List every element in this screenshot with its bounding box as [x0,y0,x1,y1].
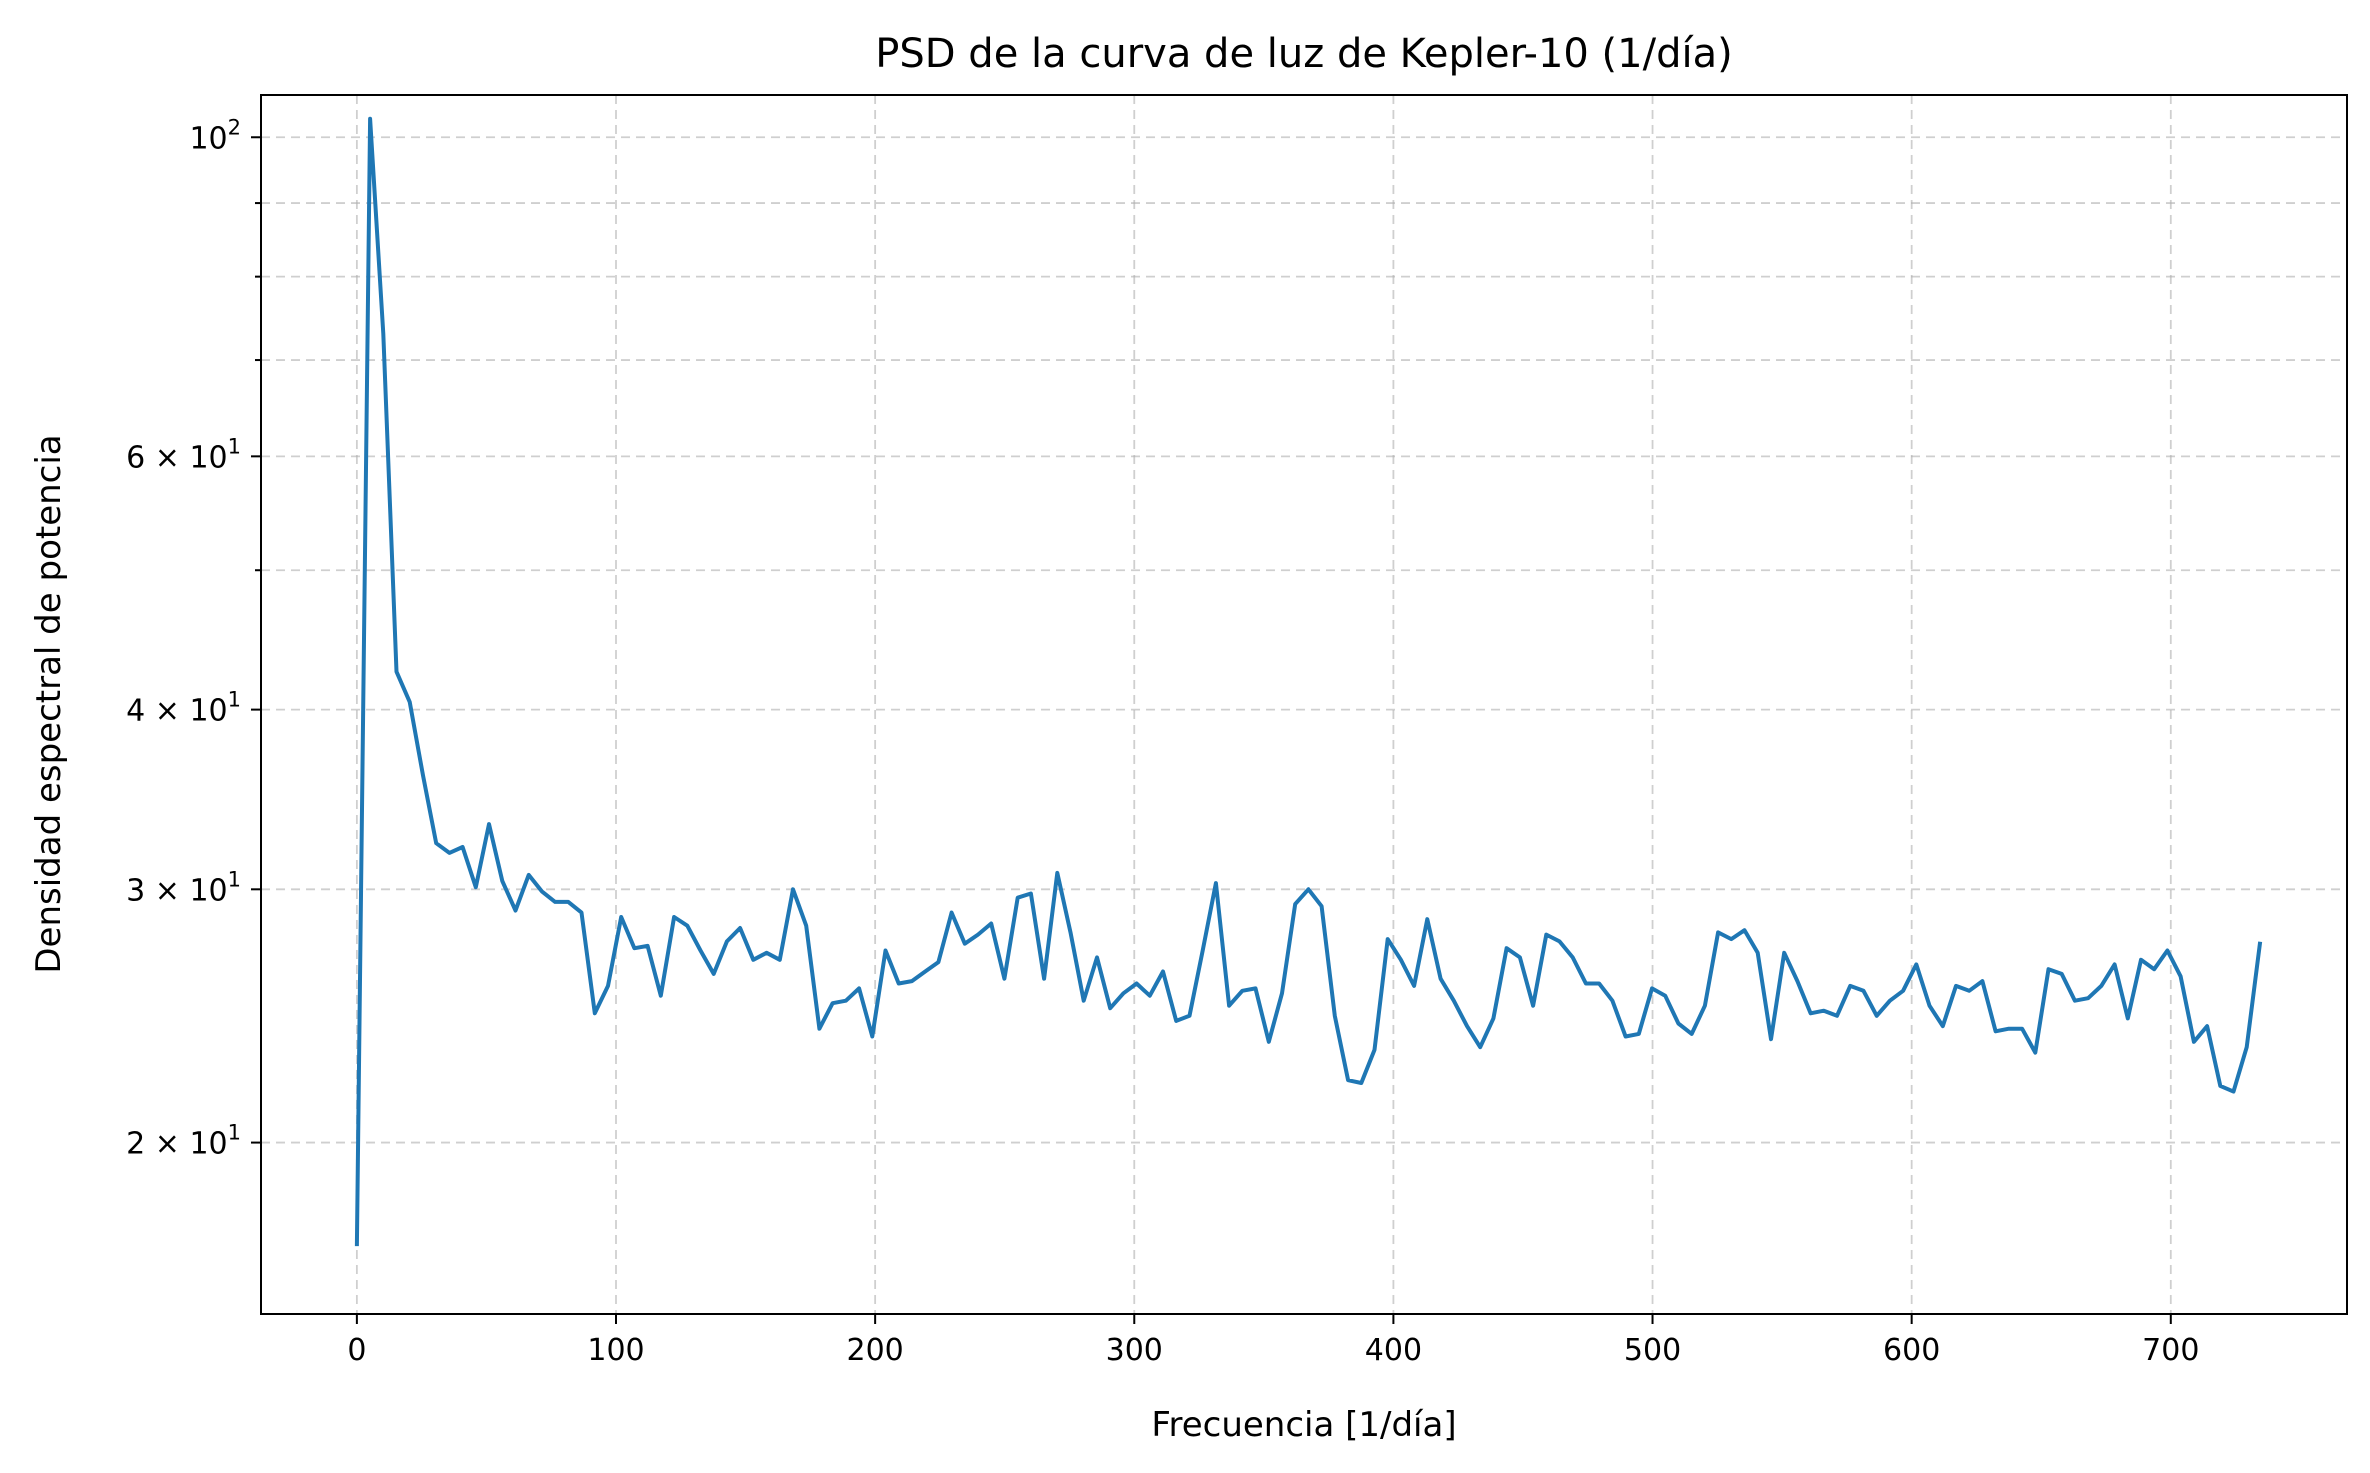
y-tick-label: 6 × 101 [126,434,241,475]
x-tick-label: 400 [1365,1333,1422,1368]
plot-frame [260,94,2348,1315]
y-axis-ticks: 102 6 × 101 4 × 101 3 × 101 2 × 101 [126,115,261,1162]
x-tick-label: 0 [347,1333,366,1368]
x-tick-label: 100 [587,1333,644,1368]
x-tick-label: 300 [1106,1333,1163,1368]
psd-series-line [354,116,2263,1247]
y-tick-label: 2 × 101 [126,1121,241,1162]
x-axis-ticks: 0 100 200 300 400 500 600 700 [347,1314,2199,1368]
y-axis-label: Densidad espectral de potencia [29,434,69,973]
x-tick-label: 500 [1624,1333,1681,1368]
x-tick-label: 600 [1883,1333,1940,1368]
x-tick-label: 700 [2142,1333,2199,1368]
y-tick-label: 3 × 101 [126,867,241,908]
chart-title: PSD de la curva de luz de Kepler-10 (1/d… [875,31,1732,77]
x-axis-label: Frecuencia [1/día] [1151,1405,1456,1445]
y-tick-label: 102 [189,115,241,156]
x-tick-label: 200 [847,1333,904,1368]
grid-lines [261,95,2347,1314]
series-layer [354,116,2263,1247]
y-tick-label: 4 × 101 [126,688,241,729]
